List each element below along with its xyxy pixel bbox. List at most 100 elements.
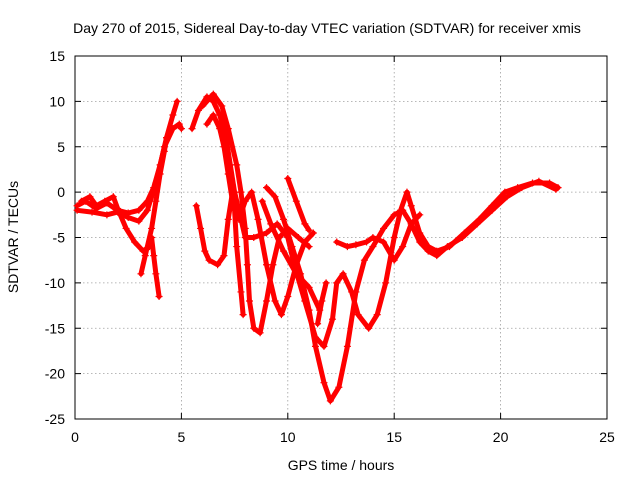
data-point-marker	[333, 238, 341, 246]
data-point-marker	[271, 193, 279, 201]
data-point-marker	[77, 197, 85, 205]
data-point-marker	[241, 224, 249, 232]
data-point-marker	[188, 125, 196, 133]
data-point-marker	[141, 252, 149, 260]
x-axis-label: GPS time / hours	[288, 457, 395, 473]
data-point-marker	[273, 220, 281, 228]
data-point-marker	[292, 270, 300, 278]
data-point-marker	[228, 188, 236, 196]
data-point-marker	[237, 188, 245, 196]
data-point-marker	[318, 297, 326, 305]
data-point-marker	[390, 234, 398, 241]
data-point-marker	[380, 224, 388, 232]
data-point-marker	[263, 229, 271, 237]
data-point-marker	[73, 206, 81, 214]
data-point-marker	[301, 220, 309, 228]
data-point-marker	[224, 170, 232, 178]
y-tick-label: -5	[53, 230, 66, 246]
data-point-marker	[92, 202, 100, 210]
data-point-marker	[403, 188, 411, 196]
x-tick-label: 5	[178, 429, 186, 445]
data-point-marker	[390, 256, 398, 264]
data-point-marker	[443, 243, 451, 251]
y-tick-label: -20	[45, 366, 65, 382]
data-point-marker	[365, 324, 373, 332]
data-point-marker	[214, 261, 222, 269]
data-point-marker	[216, 125, 224, 133]
y-tick-label: 0	[57, 184, 65, 200]
data-point-marker	[152, 270, 160, 278]
data-point-marker	[369, 243, 377, 251]
series-trace-sat-g	[204, 112, 316, 318]
data-point-marker	[305, 226, 313, 234]
data-point-marker	[137, 270, 145, 278]
axis-ticks: 0 5 10 15 20 25 -25 -20 -15 -10 -5 0 5 10 15	[45, 48, 615, 445]
data-point-marker	[135, 217, 143, 225]
y-axis-label: SDTVAR / TECUs	[5, 181, 21, 293]
data-point-marker	[433, 252, 441, 260]
data-point-marker	[458, 234, 466, 241]
data-point-marker	[305, 283, 313, 291]
data-point-marker	[197, 224, 205, 232]
data-point-marker	[194, 106, 202, 114]
data-point-marker	[224, 125, 232, 133]
data-point-marker	[201, 247, 209, 255]
data-point-marker	[124, 214, 132, 222]
data-point-marker	[254, 215, 262, 223]
data-point-marker	[148, 224, 156, 232]
chart-title: Day 270 of 2015, Sidereal Day-to-day VTE…	[73, 20, 581, 36]
data-point-marker	[135, 206, 143, 214]
data-point-marker	[333, 279, 341, 287]
data-point-marker	[380, 238, 388, 246]
data-point-marker	[309, 229, 317, 237]
data-point-marker	[103, 211, 111, 219]
data-point-marker	[322, 279, 330, 287]
data-point-marker	[109, 193, 117, 201]
data-point-marker	[231, 206, 239, 214]
y-tick-label: 10	[49, 93, 65, 109]
data-point-marker	[239, 311, 247, 319]
data-point-marker	[280, 247, 288, 255]
data-point-marker	[352, 241, 360, 249]
data-point-marker	[199, 102, 207, 110]
data-point-marker	[114, 204, 122, 212]
data-point-marker	[284, 292, 292, 300]
data-point-marker	[360, 256, 368, 264]
x-tick-label: 10	[280, 429, 296, 445]
data-point-marker	[122, 224, 130, 232]
data-point-marker	[316, 306, 324, 314]
data-point-marker	[224, 215, 232, 223]
y-tick-label: -10	[45, 275, 65, 291]
data-point-marker	[88, 208, 96, 216]
series-trace-sat-m	[259, 198, 323, 313]
y-tick-label: 5	[57, 139, 65, 155]
data-point-marker	[131, 238, 139, 246]
data-point-marker	[284, 175, 292, 183]
data-point-marker	[407, 202, 415, 210]
data-point-marker	[314, 320, 322, 328]
data-point-marker	[155, 292, 163, 300]
data-point-marker	[488, 206, 496, 214]
data-point-marker	[271, 297, 279, 305]
data-point-marker	[552, 185, 560, 193]
data-point-marker	[250, 324, 258, 332]
data-point-marker	[243, 261, 251, 269]
data-point-marker	[258, 197, 266, 205]
data-point-marker	[352, 288, 360, 296]
data-point-marker	[305, 243, 313, 251]
data-point-marker	[416, 211, 424, 219]
data-point-marker	[399, 206, 407, 214]
data-point-marker	[343, 342, 351, 350]
data-point-marker	[263, 297, 271, 305]
data-point-marker	[160, 147, 168, 155]
data-point-marker	[339, 270, 347, 278]
data-point-marker	[373, 311, 381, 319]
data-point-marker	[248, 188, 256, 196]
data-point-marker	[343, 243, 351, 251]
data-point-marker	[156, 170, 164, 178]
data-point-marker	[169, 125, 177, 133]
data-point-marker	[280, 215, 288, 223]
data-point-marker	[305, 306, 313, 314]
data-point-marker	[256, 329, 264, 337]
